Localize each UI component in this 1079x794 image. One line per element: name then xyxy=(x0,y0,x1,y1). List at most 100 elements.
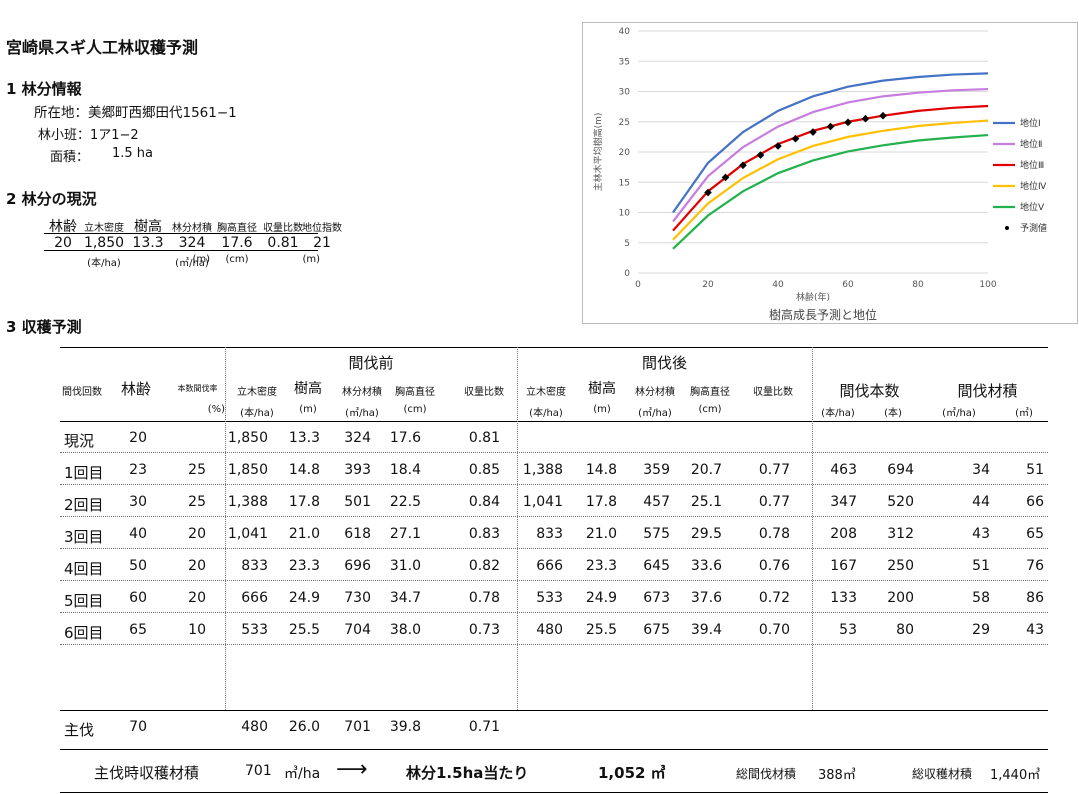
col-unit-9: (m) xyxy=(593,404,611,415)
col-header-8: 立木密度 xyxy=(526,387,566,398)
x-tick-label: 80 xyxy=(912,280,924,290)
x-tick-label: 100 xyxy=(979,280,996,290)
table-row-label: 4回目 xyxy=(64,560,104,578)
table-row-label: 6回目 xyxy=(64,624,104,642)
table-row-cell: 666 xyxy=(536,558,563,574)
row-divider xyxy=(60,580,1048,581)
table-row-cell: 20 xyxy=(188,590,206,606)
status-unit-2: (m) xyxy=(192,254,210,265)
col-header-10: 林分材積 xyxy=(635,387,675,398)
table-row-cell: 50 xyxy=(129,558,147,574)
table-row-cell: 23.3 xyxy=(585,558,617,574)
table-row-cell: 25.5 xyxy=(585,622,617,638)
table-row-cell: 25 xyxy=(188,494,206,510)
table-row-cell: 34.7 xyxy=(389,590,421,606)
row-divider xyxy=(60,484,1048,485)
table-row-cell: 65 xyxy=(1026,526,1044,542)
table-row-cell: 1,388 xyxy=(227,494,268,510)
legend-label: 予測値 xyxy=(1020,222,1047,234)
location-text: 所在地：美郷町西郷田代1561−1 xyxy=(34,105,237,121)
per-stand-label: 林分1.5ha当たり xyxy=(406,764,529,782)
prediction-point xyxy=(879,111,887,120)
total-thinning-label: 総間伐材積 xyxy=(736,767,797,781)
col-header-7: 収量比数 xyxy=(464,387,504,398)
table-row-cell: 250 xyxy=(887,558,914,574)
table-row-cell: 347 xyxy=(830,494,857,510)
table-row-cell: 730 xyxy=(344,590,371,606)
final-harvest-row-label: 主伐 xyxy=(64,721,95,739)
table-row-cell: 200 xyxy=(887,590,914,606)
y-tick-label: 10 xyxy=(619,209,631,219)
table-row-cell: 0.81 xyxy=(468,430,500,446)
table-row-label: 2回目 xyxy=(64,496,104,514)
table-row-cell: 704 xyxy=(344,622,371,638)
table-row-label: 5回目 xyxy=(64,592,104,610)
table-row-cell: 58 xyxy=(972,590,990,606)
table-row-cell: 533 xyxy=(241,622,268,638)
status-unit-1: (本/ha) xyxy=(87,258,121,269)
col-header-1: 林齢 xyxy=(120,380,151,398)
table-row-cell: 43 xyxy=(1026,622,1044,638)
table-row-cell: 0.70 xyxy=(758,622,790,638)
total-harvest-value: 1,440㎥ xyxy=(990,768,1041,783)
table-row-cell: 359 xyxy=(643,462,670,478)
row-divider xyxy=(60,452,1048,453)
total-thinning-value: 388㎥ xyxy=(818,768,856,783)
final-harvest-row-cell: 0.71 xyxy=(468,719,500,735)
table-top-rule xyxy=(60,347,1048,348)
x-tick-label: 20 xyxy=(702,280,714,290)
table-row-cell: 0.85 xyxy=(468,462,500,478)
series-line-1 xyxy=(672,87,989,223)
chart-svg: 0 5 10 15 20 25 30 35 40 0 20 40 60 80 100 林齢(年) 主林木平均樹高… xyxy=(592,27,1047,322)
table-row-cell: 37.6 xyxy=(690,590,722,606)
group-divider-thinning xyxy=(812,347,813,710)
table-row-cell: 51 xyxy=(1026,462,1044,478)
status-header-3: 林分材積 xyxy=(172,223,212,234)
y-tick-label: 15 xyxy=(619,178,630,188)
final-harvest-row-cell: 480 xyxy=(241,719,268,735)
legend-label: 地位Ⅰ xyxy=(1020,117,1041,129)
table-row-cell: 80 xyxy=(896,622,914,638)
status-value-1: 1,850 xyxy=(83,235,125,251)
table-row-cell: 1,850 xyxy=(227,462,268,478)
table-row-cell: 60 xyxy=(129,590,147,606)
final-harvest-row-cell: 39.8 xyxy=(389,719,421,735)
table-row-cell: 20 xyxy=(188,558,206,574)
table-row-cell: 675 xyxy=(643,622,670,638)
row-divider xyxy=(60,516,1048,517)
table-row-cell: 22.5 xyxy=(389,494,421,510)
table-row-cell: 480 xyxy=(536,622,563,638)
total-harvest-label: 総収穫材積 xyxy=(912,767,973,781)
table-row-cell: 29 xyxy=(972,622,990,638)
table-row-cell: 31.0 xyxy=(389,558,421,574)
compartment-text: 林小班：1ア1−2 xyxy=(38,128,139,143)
table-row-cell: 833 xyxy=(241,558,268,574)
col-header-3: 立木密度 xyxy=(237,387,277,398)
status-header-2: 樹高 xyxy=(134,219,162,235)
table-row-cell: 25 xyxy=(188,462,206,478)
table-bottom-rule xyxy=(60,792,1048,793)
status-value-0: 20 xyxy=(54,235,72,251)
final-harvest-row-cell: 26.0 xyxy=(288,719,320,735)
col-header-5: 林分材積 xyxy=(342,387,382,398)
table-row-cell: 0.76 xyxy=(758,558,790,574)
section2-heading: 2 林分の現況 xyxy=(6,190,97,208)
col-unit-8: (本/ha) xyxy=(529,408,563,419)
table-row-cell: 673 xyxy=(643,590,670,606)
table-row-cell: 23 xyxy=(129,462,147,478)
table-row-cell: 208 xyxy=(830,526,857,542)
y-tick-label: 25 xyxy=(619,118,630,128)
col-header-6: 胸高直径 xyxy=(395,387,435,398)
table-row-cell: 34 xyxy=(972,462,990,478)
table-row-cell: 43 xyxy=(972,526,990,542)
table-row-cell: 21.0 xyxy=(585,526,617,542)
status-value-5: 0.81 xyxy=(267,235,299,251)
table-row-cell: 1,041 xyxy=(522,494,563,510)
table-row-cell: 501 xyxy=(344,494,371,510)
group-header-count: 間伐本数 xyxy=(839,382,900,400)
col-header-0: 間伐回数 xyxy=(62,387,102,398)
table-row-cell: 520 xyxy=(887,494,914,510)
table-row-cell: 1,041 xyxy=(227,526,268,542)
status-header-1: 立木密度 xyxy=(84,223,124,234)
summary-top-rule xyxy=(60,749,1048,750)
